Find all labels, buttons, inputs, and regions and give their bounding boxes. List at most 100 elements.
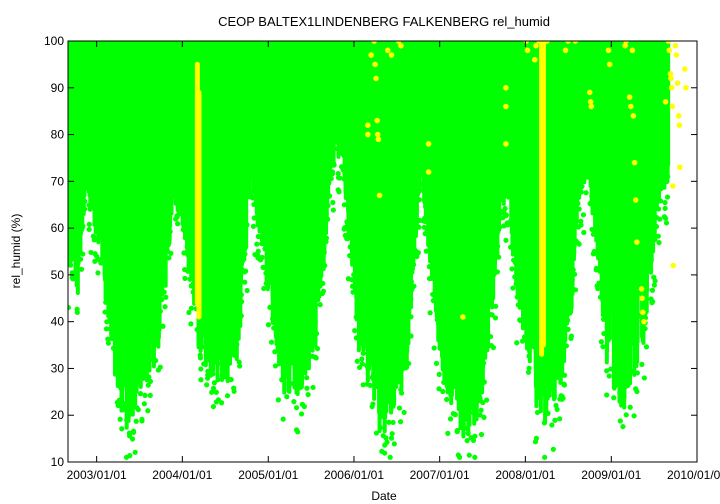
rel-humid-green-point <box>305 392 311 398</box>
rel-humid-green-point <box>168 250 174 256</box>
y-tick-label: 70 <box>51 174 65 188</box>
rel-humid-green-point <box>103 326 110 332</box>
rel-humid-green-point <box>390 419 396 426</box>
chart-title: CEOP BALTEX1LINDENBERG FALKENBERG rel_hu… <box>218 14 550 29</box>
rel-humid-yellow-point <box>669 103 676 110</box>
x-tick-label: 2009/01/01 <box>581 468 641 482</box>
rel-humid-green-point <box>275 397 281 403</box>
x-tick-label: 2003/01/01 <box>67 468 127 482</box>
y-tick-label: 100 <box>44 34 64 48</box>
rel-humid-green-point <box>391 441 397 447</box>
rel-humid-green-point <box>224 393 231 399</box>
rel-humid-green-point <box>259 254 265 260</box>
rel-humid-green-point <box>408 333 414 339</box>
rel-humid-green-point <box>652 236 658 243</box>
rel-humid-green-point <box>568 333 575 339</box>
rel-humid-yellow-point <box>425 169 432 175</box>
rel-humid-green-point <box>509 266 515 272</box>
rel-humid-green-point <box>147 392 153 398</box>
rel-humid-green-point <box>282 373 288 380</box>
rel-humid-green-point <box>82 198 88 205</box>
rel-humid-green-point <box>352 327 358 334</box>
rel-humid-green-point <box>360 382 366 388</box>
rel-humid-green-point <box>447 416 454 422</box>
rel-humid-green-point <box>157 364 163 370</box>
rel-humid-green-point <box>514 340 520 346</box>
y-tick-label: 30 <box>51 361 65 375</box>
rel-humid-yellow-point <box>670 183 676 189</box>
rel-humid-green-point <box>304 375 310 381</box>
rel-humid-yellow-point <box>365 131 371 138</box>
rel-humid-yellow-point <box>681 66 688 72</box>
rel-humid-green-point <box>653 223 660 230</box>
rel-humid-green-point <box>310 384 316 391</box>
rel-humid-yellow-point <box>425 141 432 147</box>
rel-humid-green-point <box>326 193 333 199</box>
rel-humid-green-point <box>662 205 668 212</box>
rel-humid-green-point <box>176 211 182 217</box>
rel-humid-green-point <box>477 412 483 418</box>
rel-humid-green-point <box>98 260 104 266</box>
rel-humid-yellow-point <box>587 99 594 105</box>
rel-humid-yellow-point <box>670 262 677 269</box>
rel-humid-green-point <box>199 344 205 350</box>
rel-humid-green-point <box>354 358 360 364</box>
rel-humid-green-point <box>470 437 477 443</box>
rel-humid-green-point <box>261 285 267 292</box>
rel-humid-green-point <box>643 344 650 350</box>
rel-humid-green-point <box>163 294 169 300</box>
rel-humid-green-point <box>370 401 376 407</box>
rel-humid-green-point <box>634 370 640 376</box>
rel-humid-green-point <box>145 408 151 414</box>
rel-humid-green-point <box>519 338 526 344</box>
rel-humid-green-point <box>377 425 384 431</box>
rel-humid-yellow-point <box>533 42 539 49</box>
rel-humid-green-point <box>272 363 279 369</box>
rel-humid-green-point <box>433 360 440 366</box>
rel-humid-green-point <box>147 378 154 384</box>
plot-frame <box>67 40 698 463</box>
rel-humid-green-point <box>242 251 248 257</box>
rel-humid-green-point <box>341 202 348 208</box>
rel-humid-green-point <box>68 304 72 311</box>
rel-humid-green-point <box>526 365 532 371</box>
rel-humid-green-point <box>211 380 217 386</box>
rel-humid-yellow-point <box>524 47 531 54</box>
rel-humid-green-point <box>560 395 566 401</box>
rel-humid-green-point <box>576 241 582 247</box>
rel-humid-green-point <box>572 271 578 277</box>
rel-humid-green-point <box>317 302 323 308</box>
rel-humid-green-point <box>325 216 331 222</box>
rel-humid-yellow-point <box>668 84 675 91</box>
rel-humid-green-point <box>644 286 650 293</box>
rel-humid-green-point <box>445 430 451 436</box>
rel-humid-yellow-point <box>623 41 629 44</box>
rel-humid-green-point <box>481 379 487 385</box>
y-tick-label: 40 <box>51 315 65 329</box>
rel-humid-green-point <box>408 314 414 320</box>
rel-humid-green-point <box>142 392 148 398</box>
rel-humid-green-point <box>320 280 326 287</box>
rel-humid-green-point <box>533 435 539 441</box>
rel-humid-green-point <box>130 429 137 436</box>
rel-humid-yellow-point <box>373 75 379 82</box>
rel-humid-green-point <box>580 212 587 218</box>
rel-humid-green-point <box>411 283 417 289</box>
rel-humid-green-point <box>250 223 256 229</box>
rel-humid-green-point <box>623 412 629 418</box>
x-tick-label: 2006/01/01 <box>324 468 384 482</box>
rel-humid-yellow-point <box>662 99 669 105</box>
rel-humid-green-point <box>80 251 86 257</box>
rel-humid-yellow-point <box>562 47 569 54</box>
rel-humid-yellow-point <box>630 113 637 119</box>
rel-humid-green-point <box>563 343 570 349</box>
rel-humid-green-point <box>197 355 204 361</box>
rel-humid-green-point <box>231 385 237 391</box>
rel-humid-green-point <box>421 224 427 230</box>
rel-humid-green-point <box>650 299 656 305</box>
rel-humid-green-point <box>255 248 261 254</box>
rel-humid-green-point <box>265 322 272 328</box>
rel-humid-green-point <box>494 269 500 275</box>
rel-humid-green-point <box>436 386 442 392</box>
